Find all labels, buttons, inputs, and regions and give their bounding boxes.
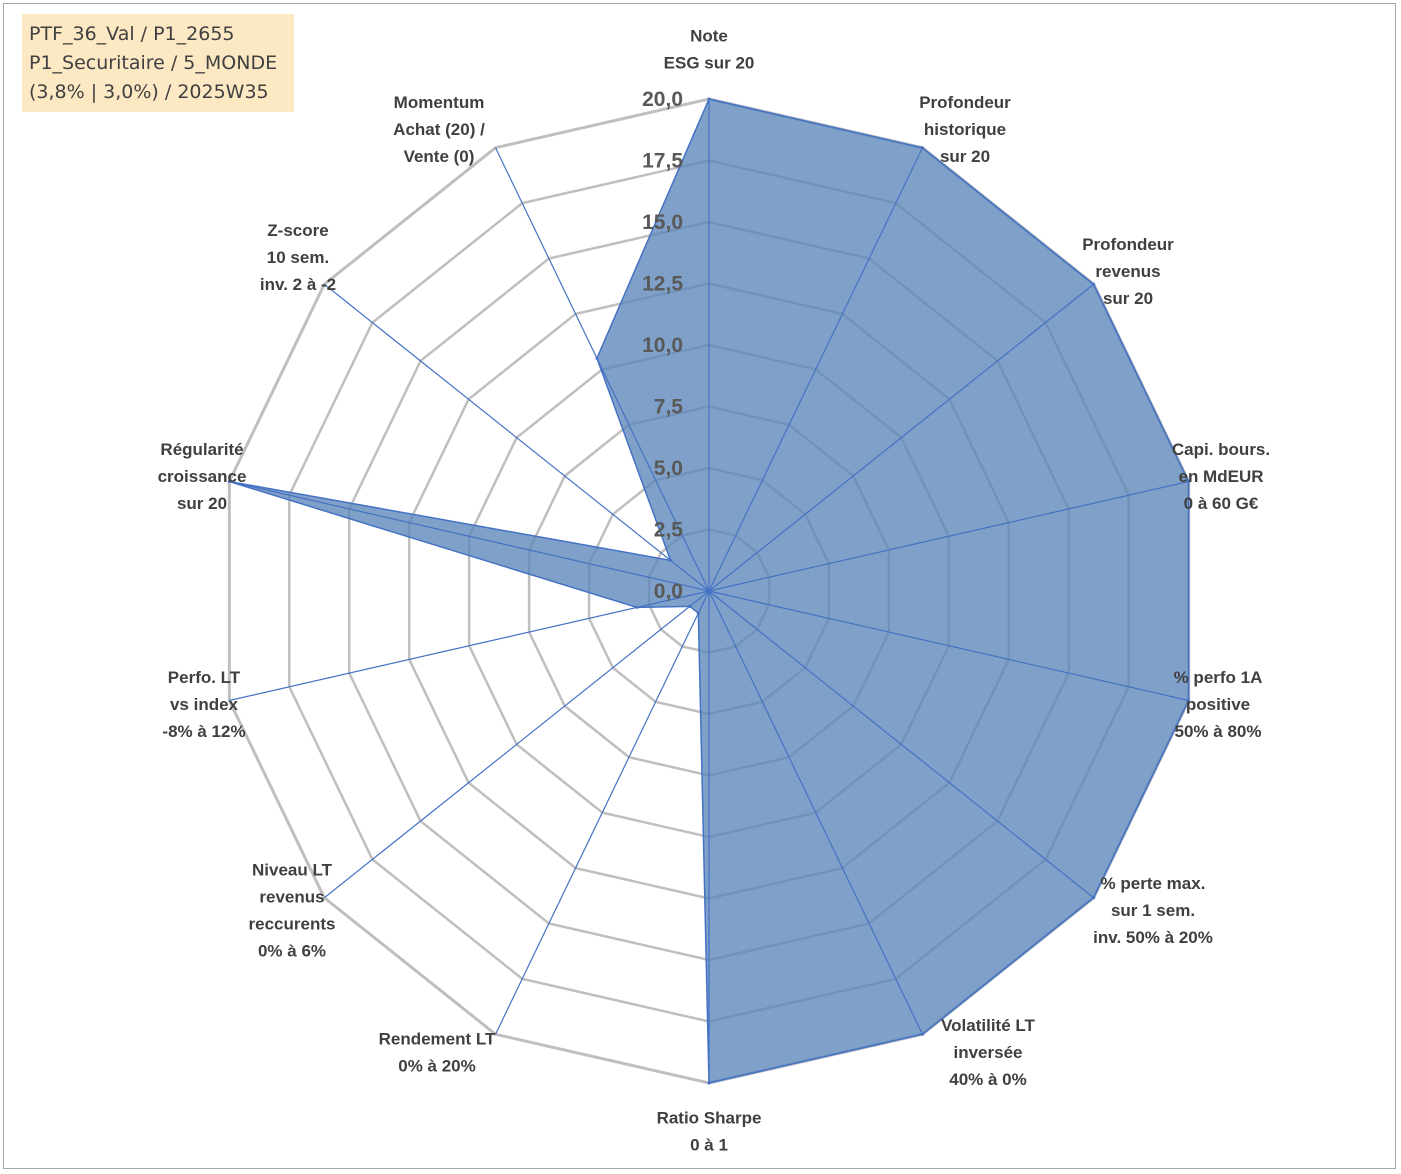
axis-label: Perfo. LT — [168, 668, 241, 687]
axis-label: 0 à 60 G€ — [1184, 494, 1259, 513]
axis-label: Capi. bours. — [1172, 440, 1270, 459]
radial-tick-label: 17,5 — [642, 150, 683, 173]
axis-spoke — [494, 590, 710, 1035]
axis-label: % perte max. — [1101, 874, 1206, 893]
axis-label: Profondeur — [919, 93, 1011, 112]
axis-label: 0% à 6% — [258, 942, 326, 961]
axis-label: croissance — [158, 467, 247, 486]
axis-spoke — [708, 480, 1189, 592]
axis-spoke — [229, 590, 710, 702]
axis-label: Achat (20) / — [393, 120, 485, 139]
radar-tick-labels: 0,0 2,5 5,0 7,5 10,0 12,5 15,0 17,5 20,0 — [642, 88, 683, 603]
axis-spoke — [708, 283, 1095, 592]
axis-label: 40% à 0% — [949, 1070, 1027, 1089]
radial-tick-label: 5,0 — [654, 457, 683, 480]
axis-label: en MdEUR — [1179, 467, 1264, 486]
axis-label: Note — [690, 27, 728, 46]
axis-label: Volatilité LT — [941, 1016, 1035, 1035]
axis-spoke — [708, 590, 1189, 702]
axis-label: -8% à 12% — [162, 722, 245, 741]
radial-tick-label: 7,5 — [654, 396, 684, 419]
axis-label: inv. 50% à 20% — [1093, 928, 1213, 947]
axis-label: Vente (0) — [404, 147, 475, 166]
axis-label: reccurents — [249, 915, 336, 934]
axis-label: 0% à 20% — [398, 1057, 476, 1076]
axis-label: ESG sur 20 — [664, 54, 755, 73]
axis-label: inv. 2 à -2 — [260, 275, 336, 294]
axis-spoke — [323, 590, 710, 899]
axis-label: 50% à 80% — [1175, 722, 1262, 741]
axis-label: revenus — [1095, 262, 1160, 281]
radar-spokes — [229, 99, 1189, 1083]
axis-label: Profondeur — [1082, 235, 1174, 254]
info-line-profile: P1_Securitaire / 5_MONDE — [29, 52, 278, 74]
axis-label: positive — [1186, 695, 1250, 714]
axis-label: Régularité — [160, 440, 243, 459]
axis-label: 0 à 1 — [690, 1136, 728, 1155]
radial-tick-label: 2,5 — [654, 519, 684, 542]
radial-tick-label: 0,0 — [654, 580, 683, 603]
axis-label: vs index — [170, 695, 239, 714]
radial-tick-label: 10,0 — [642, 334, 683, 357]
axis-label: % perfo 1A — [1174, 668, 1263, 687]
axis-spoke — [708, 147, 924, 592]
info-line-portfolio: PTF_36_Val / P1_2655 — [29, 23, 235, 45]
axis-label: sur 20 — [177, 494, 227, 513]
axis-label: Ratio Sharpe — [657, 1109, 762, 1128]
axis-label: Niveau LT — [252, 861, 333, 880]
radial-tick-label: 15,0 — [642, 211, 683, 234]
axis-label: revenus — [259, 888, 324, 907]
axis-label: Rendement LT — [379, 1030, 496, 1049]
axis-spoke — [494, 147, 710, 592]
axis-label: sur 1 sem. — [1111, 901, 1195, 920]
axis-label: inversée — [954, 1043, 1023, 1062]
radar-axis-labels: Note ESG sur 20 Profondeur historique sur 20… — [158, 27, 1271, 1155]
info-line-period: (3,8% | 3,0%) / 2025W35 — [29, 81, 269, 103]
axis-spoke — [708, 590, 924, 1035]
portfolio-info-box: PTF_36_Val / P1_2655 P1_Securitaire / 5_… — [22, 14, 294, 112]
axis-label: sur 20 — [940, 147, 990, 166]
axis-label: Momentum — [394, 93, 485, 112]
axis-spoke — [229, 480, 710, 592]
axis-spoke — [708, 590, 1095, 899]
axis-label: 10 sem. — [267, 248, 329, 267]
radial-tick-label: 12,5 — [642, 273, 683, 296]
radial-tick-label: 20,0 — [642, 88, 683, 111]
axis-spoke — [323, 283, 710, 592]
axis-label: Z-score — [267, 221, 328, 240]
axis-label: sur 20 — [1103, 289, 1153, 308]
axis-label: historique — [924, 120, 1006, 139]
